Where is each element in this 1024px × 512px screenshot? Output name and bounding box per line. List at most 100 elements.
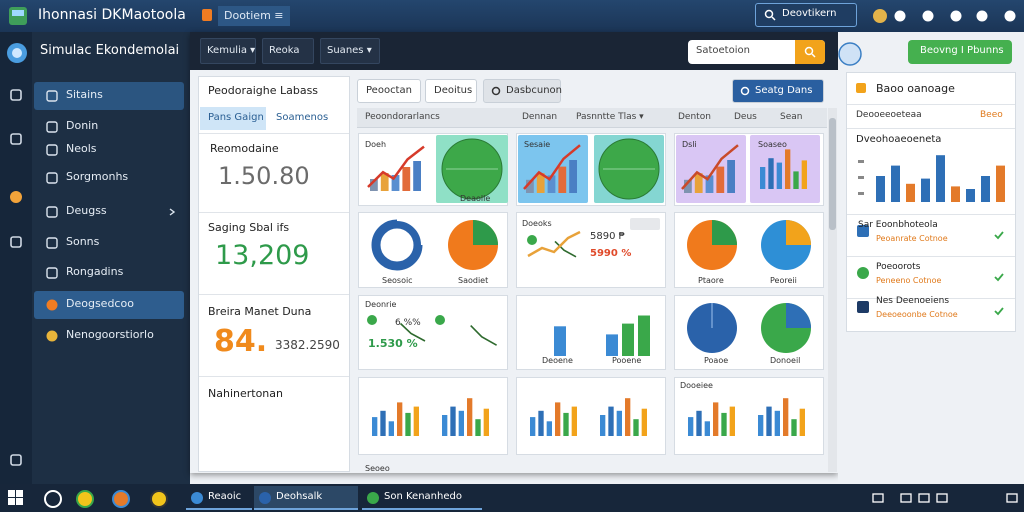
panel-divider (847, 104, 1015, 105)
window-tab[interactable]: Reoka (262, 38, 314, 64)
chart-thumbnail (448, 220, 498, 270)
thumb-bar (783, 398, 789, 436)
thumb-bar (936, 155, 945, 202)
search-box[interactable]: Deovtikern (755, 3, 857, 27)
thumb-tick (858, 192, 864, 195)
stat-value: 84. (214, 324, 268, 359)
chart-thumbnail (688, 402, 735, 436)
list-sub: Peoanrate Cotnoe (876, 234, 948, 243)
item-label: Nenogoorstiorlo (66, 328, 154, 341)
toolbar-button[interactable]: Deoitus (425, 79, 477, 103)
icon-shape (16, 498, 23, 505)
summary-divider (199, 133, 349, 134)
taskbar-task[interactable]: Deohsalk (254, 486, 358, 510)
sidebar-item[interactable]: Deogsedcoo (34, 291, 184, 319)
sidebar-item[interactable]: Sorgmonhs (34, 164, 184, 192)
summary-tab[interactable] (200, 107, 266, 130)
thumb-bar (475, 419, 481, 436)
icon-shape (857, 301, 869, 313)
sidebar-item[interactable]: Nenogoorstiorlo (34, 322, 184, 350)
thumb-bar (996, 165, 1005, 202)
window-search-button[interactable] (795, 40, 825, 64)
thumb-bar (600, 415, 606, 436)
sidebar-item[interactable]: Sitains (34, 82, 184, 110)
table-head: Beeo (980, 110, 1003, 120)
icon-shape (46, 267, 58, 279)
icon-shape (46, 90, 58, 102)
rail-icon (10, 191, 22, 203)
app-tab[interactable]: Dootiem ≡ (218, 6, 290, 26)
tray-icon (872, 493, 884, 503)
card-caption: 5890 ₱ (590, 231, 625, 242)
taskbar (0, 484, 1024, 512)
task-label: Deohsalk (276, 491, 323, 502)
icon-shape (872, 493, 884, 503)
thumb-bar (906, 183, 915, 202)
card-badge (630, 218, 660, 230)
tab-icon (202, 9, 212, 21)
primary-button[interactable]: Beovng I Pbunns (908, 40, 1012, 64)
taskbar-task[interactable]: Son Kenanhedo (362, 486, 482, 510)
thumb-bar (921, 178, 930, 202)
thumb-bar (696, 410, 702, 436)
icon-shape (491, 86, 501, 96)
thumb-bar (729, 406, 735, 436)
logo-shape (12, 48, 22, 58)
sidebar-item[interactable]: Rongadins (34, 259, 184, 287)
icon-shape (169, 208, 176, 216)
toolbar-button[interactable]: Seatg Dans (732, 79, 824, 103)
thumb-wedge (786, 220, 811, 245)
icon-shape (804, 46, 814, 56)
tray-icon (918, 493, 930, 503)
card-caption: Doeoks (522, 219, 552, 228)
sidebar-item[interactable]: Neols (34, 136, 184, 164)
thumb-bar (458, 410, 464, 436)
chart-thumbnail (435, 315, 497, 346)
card-caption: Pooene (612, 356, 642, 365)
list-title: Sar Eoonbhoteola (858, 220, 938, 230)
thumb-bar (951, 186, 960, 202)
card-caption: Seosoic (382, 276, 413, 285)
avatar (838, 42, 862, 66)
icon-shape (46, 237, 58, 249)
thumb-bar (413, 161, 421, 191)
thumb-tick (858, 160, 864, 163)
sidebar-item[interactable]: Sonns (34, 229, 184, 257)
thumb-bar (558, 166, 567, 193)
toolbar-button[interactable]: Dasbcunon (483, 79, 562, 103)
chart-thumbnail (372, 402, 419, 436)
window-tab[interactable]: Kemulia ▾ (200, 38, 256, 64)
icon-shape (112, 490, 130, 508)
window-search[interactable]: Satoetoion (688, 40, 825, 64)
icon-shape (994, 231, 1004, 240)
stat-sub: 3382.2590 (275, 338, 340, 352)
chart-thumbnail (758, 398, 805, 436)
summary-panel (198, 76, 350, 472)
icon-shape (994, 273, 1004, 282)
icon-shape (46, 330, 58, 342)
chart-thumbnail (527, 230, 581, 258)
window-tab[interactable]: Suanes ▾ (320, 38, 380, 64)
chart-thumbnail (554, 315, 650, 356)
button-icon (740, 86, 750, 96)
thumb-bar (688, 417, 694, 436)
thumb-line (554, 240, 577, 258)
item-icon (46, 267, 58, 279)
sidebar-item[interactable]: Donin (34, 113, 184, 141)
taskbar-app (76, 490, 94, 508)
card-caption: Dooeiee (680, 381, 713, 390)
toolbar-button[interactable]: Peooctan (357, 79, 421, 103)
scroll-thumb[interactable] (829, 118, 836, 230)
icon-shape (900, 493, 912, 503)
taskbar-task[interactable]: Reaoic (186, 486, 252, 510)
thumb-bar (536, 173, 545, 193)
item-label: Donin (66, 119, 99, 132)
list-icon (857, 301, 869, 313)
thumb-line (470, 325, 497, 346)
task-label: Son Kenanhedo (384, 491, 462, 502)
rail-icon (10, 454, 22, 466)
card-caption: 1.530 % (368, 337, 418, 350)
thumb-bar (758, 415, 764, 436)
sidebar-item[interactable]: Deugss (34, 198, 184, 226)
scrollbar (828, 108, 837, 472)
